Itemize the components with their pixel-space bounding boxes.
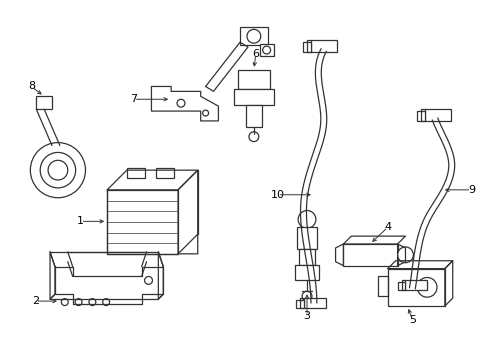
Bar [387,269,444,306]
Text: 2: 2 [32,296,39,306]
Bar [310,40,336,52]
Circle shape [177,99,184,107]
Bar [126,168,144,178]
Circle shape [144,276,152,284]
Text: 1: 1 [77,216,84,226]
Text: 6: 6 [252,49,259,59]
Bar [304,298,325,308]
Circle shape [298,211,315,228]
Text: 7: 7 [130,94,137,104]
Bar [36,96,52,109]
Circle shape [246,30,260,43]
Bar [259,44,273,56]
Bar [297,227,316,249]
Circle shape [30,143,85,198]
Bar [245,105,261,127]
Bar [405,280,426,290]
Bar [156,168,174,178]
Bar [299,249,314,265]
Bar [234,89,273,105]
Bar [295,265,318,280]
Bar [397,282,405,290]
Circle shape [416,278,436,297]
Circle shape [61,299,68,306]
Circle shape [40,152,76,188]
Bar [416,111,424,121]
Circle shape [202,110,208,116]
Circle shape [75,299,82,306]
Bar [303,42,310,52]
Circle shape [48,160,68,180]
Circle shape [302,291,311,301]
Circle shape [102,299,109,306]
Bar [238,70,269,89]
Text: 3: 3 [303,311,310,321]
Text: 5: 5 [408,315,415,325]
Text: 10: 10 [270,190,284,200]
Text: 4: 4 [384,222,390,232]
Text: 8: 8 [28,81,35,91]
Bar [240,27,267,45]
Circle shape [248,132,258,141]
Text: 9: 9 [467,185,474,195]
Bar [107,190,178,254]
Bar [343,244,397,266]
Bar [296,300,304,308]
Circle shape [397,247,412,263]
Bar [424,109,450,121]
Circle shape [89,299,96,306]
Circle shape [262,46,270,54]
